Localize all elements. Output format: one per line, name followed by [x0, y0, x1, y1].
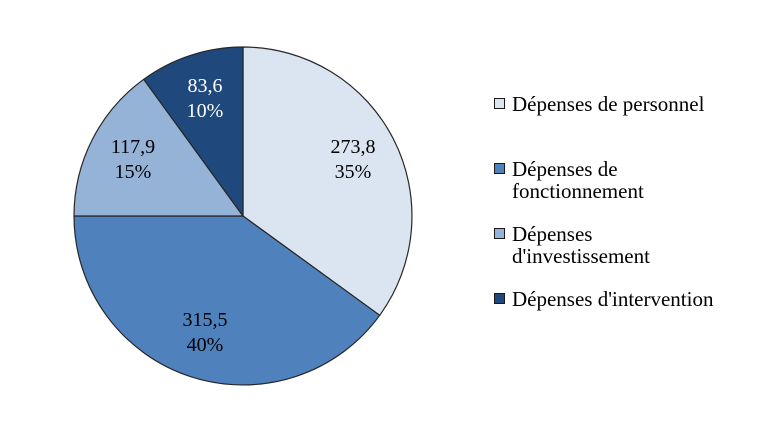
legend-label-investissement: Dépenses d'investissement	[512, 222, 650, 268]
pie-slice-personnel	[242, 46, 413, 316]
legend-label-fonctionnement: Dépenses de fonctionnement	[512, 157, 644, 203]
legend-swatch-fonctionnement-icon	[494, 163, 505, 174]
pie-slice-investissement	[73, 78, 244, 217]
pie-slice-intervention	[143, 46, 244, 217]
legend-item-investissement: Dépenses d'investissement	[494, 223, 750, 267]
pie-slice-fonctionnement	[73, 215, 381, 386]
legend-swatch-personnel-icon	[494, 98, 505, 109]
legend-item-personnel: Dépenses de personnel	[494, 93, 750, 115]
legend-label-personnel: Dépenses de personnel	[512, 92, 705, 116]
legend-swatch-investissement-icon	[494, 228, 505, 239]
legend-item-fonctionnement: Dépenses de fonctionnement	[494, 158, 750, 202]
legend-item-intervention: Dépenses d'intervention	[494, 288, 750, 310]
chart-legend: Dépenses de personnel Dépenses de foncti…	[494, 0, 754, 429]
legend-swatch-intervention-icon	[494, 293, 505, 304]
legend-label-intervention: Dépenses d'intervention	[512, 287, 714, 311]
